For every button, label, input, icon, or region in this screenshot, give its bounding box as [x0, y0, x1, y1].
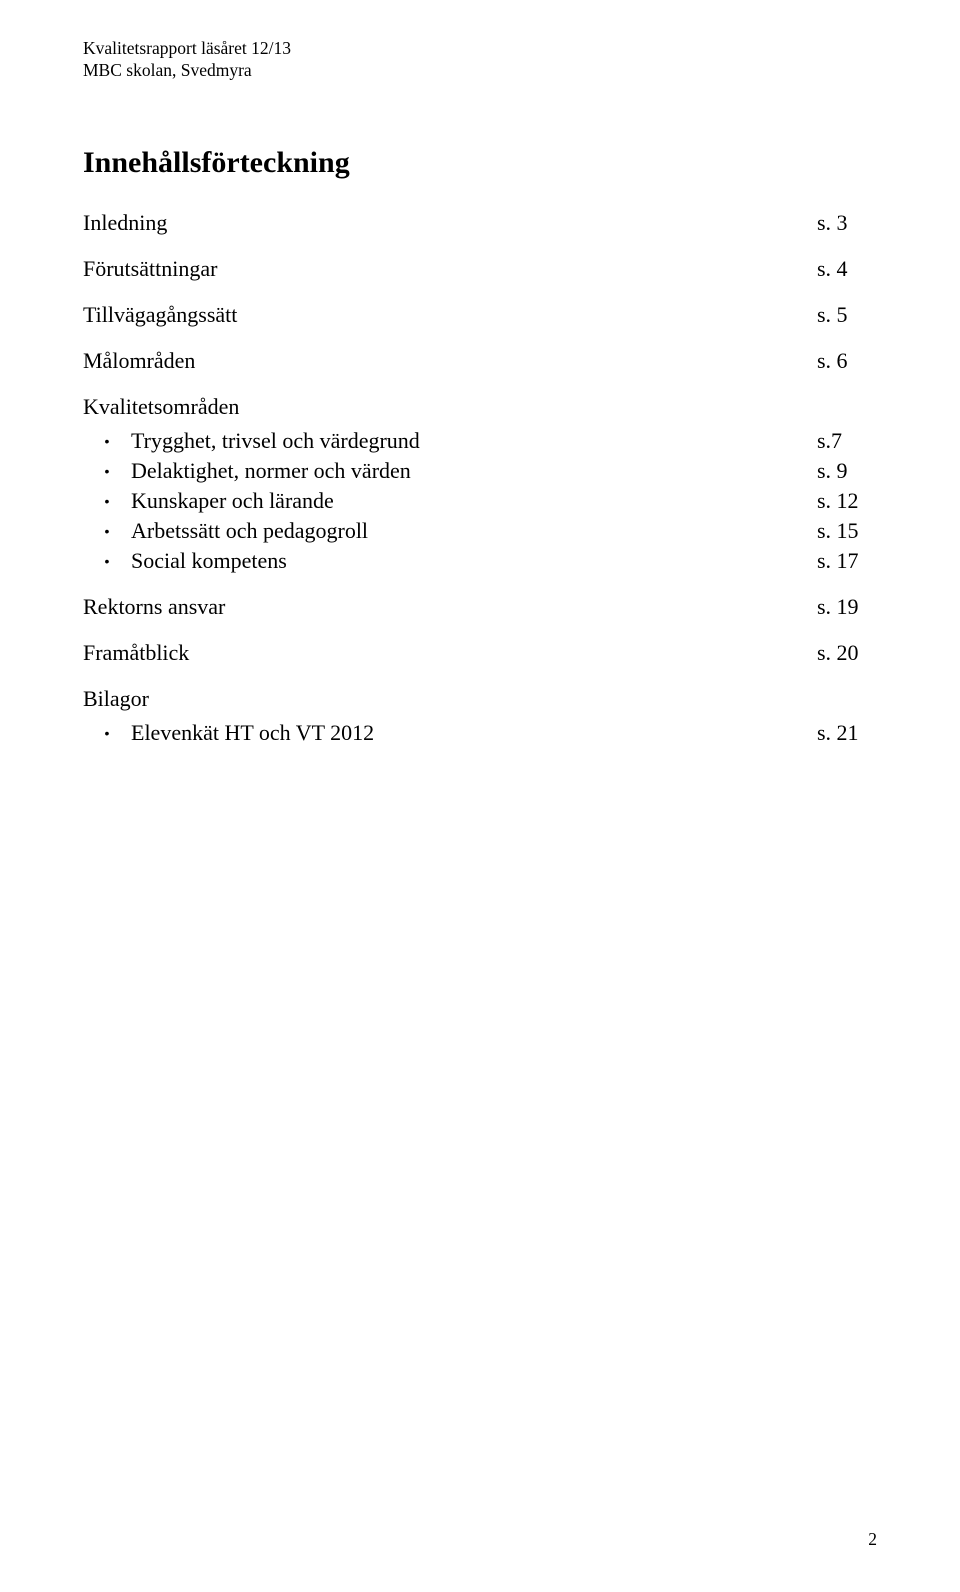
toc-page: s. 21: [813, 720, 877, 746]
toc-page: s. 5: [813, 302, 877, 328]
toc-bullet-item: • Elevenkät HT och VT 2012 s. 21: [83, 720, 877, 746]
bullet-icon: •: [83, 463, 131, 479]
toc-label: Elevenkät HT och VT 2012: [131, 720, 374, 746]
toc-label: Tillvägagångssätt: [83, 302, 237, 328]
toc-label: Förutsättningar: [83, 256, 217, 282]
page-number: 2: [868, 1529, 877, 1550]
toc-label: Social kompetens: [131, 548, 287, 574]
toc-bullet-item: • Arbetssätt och pedagogroll s. 15: [83, 518, 877, 544]
toc-bullet-list: • Elevenkät HT och VT 2012 s. 21: [83, 720, 877, 746]
toc-bullet-item: • Trygghet, trivsel och värdegrund s.7: [83, 428, 877, 454]
toc-page: s. 15: [813, 518, 877, 544]
toc-label: Rektorns ansvar: [83, 594, 225, 620]
toc-row: Framåtblick s. 20: [83, 640, 877, 666]
toc-bullet-item: • Kunskaper och lärande s. 12: [83, 488, 877, 514]
toc-page: s. 20: [813, 640, 877, 666]
toc-label: Trygghet, trivsel och värdegrund: [131, 428, 420, 454]
toc-bullet-list: • Trygghet, trivsel och värdegrund s.7 •…: [83, 428, 877, 574]
table-of-contents: Inledning s. 3 Förutsättningar s. 4 Till…: [83, 210, 877, 746]
toc-label: Delaktighet, normer och värden: [131, 458, 411, 484]
toc-bullet-item: • Social kompetens s. 17: [83, 548, 877, 574]
toc-row: Målområden s. 6: [83, 348, 877, 374]
document-page: Kvalitetsrapport läsåret 12/13 MBC skola…: [0, 0, 960, 1592]
page-header: Kvalitetsrapport läsåret 12/13 MBC skola…: [83, 38, 877, 82]
toc-page: s. 3: [813, 210, 877, 236]
toc-label: Arbetssätt och pedagogroll: [131, 518, 368, 544]
header-line-2: MBC skolan, Svedmyra: [83, 60, 877, 82]
toc-subheading: Kvalitetsområden: [83, 394, 877, 420]
header-line-1: Kvalitetsrapport läsåret 12/13: [83, 38, 877, 60]
toc-row: Inledning s. 3: [83, 210, 877, 236]
toc-page: s. 6: [813, 348, 877, 374]
toc-page: s. 9: [813, 458, 877, 484]
toc-row: Rektorns ansvar s. 19: [83, 594, 877, 620]
toc-label: Målområden: [83, 348, 195, 374]
bullet-icon: •: [83, 553, 131, 569]
toc-page: s. 4: [813, 256, 877, 282]
toc-bullet-item: • Delaktighet, normer och värden s. 9: [83, 458, 877, 484]
toc-label: Framåtblick: [83, 640, 189, 666]
bullet-icon: •: [83, 433, 131, 449]
bullet-icon: •: [83, 493, 131, 509]
toc-page: s. 12: [813, 488, 877, 514]
toc-subheading: Bilagor: [83, 686, 877, 712]
toc-page: s.7: [813, 428, 877, 454]
toc-row: Tillvägagångssätt s. 5: [83, 302, 877, 328]
toc-page: s. 19: [813, 594, 877, 620]
toc-page: s. 17: [813, 548, 877, 574]
bullet-icon: •: [83, 725, 131, 741]
toc-label: Kunskaper och lärande: [131, 488, 334, 514]
toc-label: Inledning: [83, 210, 167, 236]
toc-row: Förutsättningar s. 4: [83, 256, 877, 282]
page-title: Innehållsförteckning: [83, 146, 877, 180]
bullet-icon: •: [83, 523, 131, 539]
